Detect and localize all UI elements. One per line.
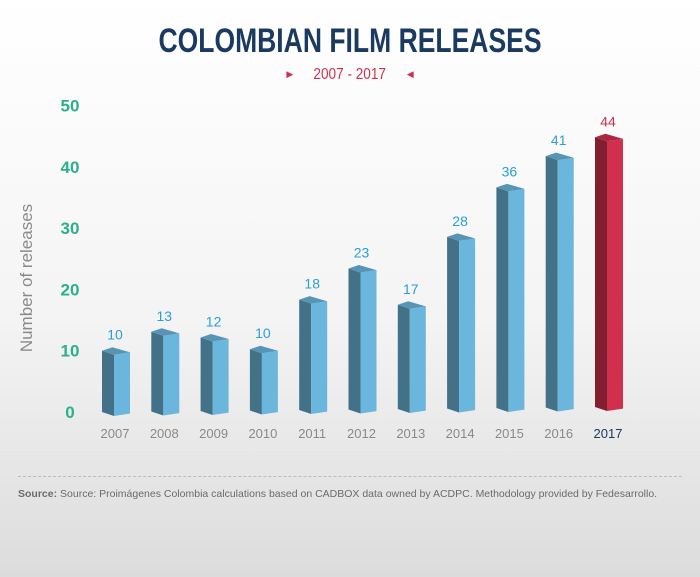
bar-top (595, 133, 623, 142)
bar-side (595, 137, 607, 411)
bar (360, 270, 377, 414)
y-tick-label: 30 (61, 219, 80, 238)
subtitle-row: ▶ 2007 - 2017 ◀ (0, 66, 700, 84)
bar-top (496, 183, 525, 192)
x-tick-label: 2014 (446, 426, 475, 441)
bar-side (447, 236, 460, 413)
y-tick-label: 20 (61, 280, 80, 299)
source-label: Source: (18, 488, 58, 500)
bar (607, 138, 623, 411)
y-tick-label: 0 (65, 403, 74, 422)
divider (18, 476, 682, 477)
bar (311, 301, 328, 414)
bar-top (348, 265, 377, 273)
bar (459, 238, 476, 413)
data-label: 44 (600, 113, 616, 129)
bar-side (397, 304, 410, 413)
bar-side (102, 350, 114, 416)
data-label: 13 (157, 308, 173, 324)
bar-side (299, 299, 312, 414)
bar-side (200, 337, 213, 415)
bar-top (249, 345, 278, 354)
data-label: 10 (107, 327, 123, 343)
bar-side (496, 187, 509, 412)
source-text: Source: Proimágenes Colombia calculation… (60, 488, 658, 500)
x-tick-label: 2012 (347, 426, 376, 441)
data-label: 28 (452, 213, 468, 229)
bar (261, 350, 278, 415)
bar-top (397, 301, 426, 309)
data-label: 12 (206, 313, 222, 329)
bar-top (447, 233, 476, 241)
y-tick-label: 50 (61, 97, 80, 116)
x-tick-label: 2016 (544, 426, 573, 441)
x-tick-label: 2013 (396, 426, 425, 441)
bar-top (545, 152, 574, 161)
bar-top (200, 333, 229, 342)
data-label: 41 (551, 132, 567, 148)
chart-subtitle: 2007 - 2017 (313, 66, 387, 83)
bar (409, 306, 426, 413)
data-label: 36 (502, 163, 518, 179)
data-label: 23 (354, 245, 370, 261)
bar-side (545, 156, 558, 412)
data-label: 17 (403, 281, 419, 297)
y-tick-label: 40 (61, 158, 80, 177)
bar-side (348, 268, 361, 414)
bar-top (102, 347, 130, 355)
chart-title: COLOMBIAN FILM RELEASES (158, 22, 542, 60)
x-tick-label: 2010 (248, 426, 277, 441)
bar-chart: 0 10 20 30 40 50 Number of releases 10 2007 13 200… (17, 97, 623, 441)
x-tick-label: 2009 (199, 426, 228, 441)
bar (163, 333, 180, 416)
x-tick-label: 2011 (298, 426, 326, 441)
y-axis-label: Number of releases (17, 204, 36, 352)
data-label: 10 (255, 325, 271, 341)
x-tick-label: 2017 (594, 426, 623, 441)
data-label: 18 (304, 276, 320, 292)
bar-side (151, 331, 164, 416)
bar-side (249, 349, 262, 415)
x-tick-label: 2015 (495, 426, 524, 441)
x-tick-label: 2007 (101, 426, 130, 441)
y-tick-label: 10 (61, 342, 80, 361)
bar (508, 188, 525, 412)
bar (114, 352, 130, 416)
source-note: Source: Source: Proimágenes Colombia cal… (18, 488, 688, 500)
bar (557, 157, 574, 412)
arrow-left-icon: ◀ (406, 69, 414, 79)
bar-top (299, 296, 328, 304)
arrow-right-icon: ▶ (286, 69, 294, 79)
x-tick-label: 2008 (150, 426, 179, 441)
bar-top (151, 328, 180, 336)
bar (212, 339, 229, 415)
